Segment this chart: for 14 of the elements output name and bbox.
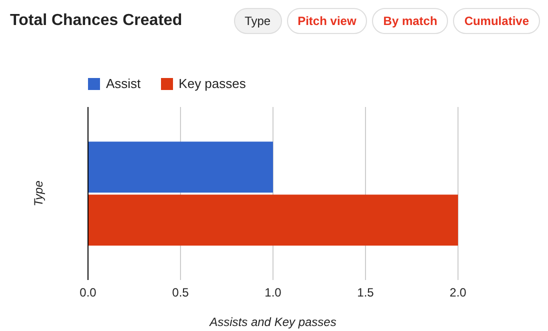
text: Type <box>234 8 282 34</box>
text: Cumulative <box>453 8 540 34</box>
x-tick-label: 1.5 <box>357 286 374 300</box>
x-tick-label: 0.0 <box>80 286 97 300</box>
x-tick-label: 1.0 <box>264 286 282 300</box>
x-tick-label: 2.0 <box>450 286 467 300</box>
y-axis-title: Type <box>31 180 46 206</box>
text: Pitch view <box>286 8 368 34</box>
legend-label: Key passes <box>178 76 246 91</box>
x-tick-label: 0.5 <box>172 286 190 300</box>
x-axis-title: Assists and Key passes <box>208 315 336 329</box>
legend-label: Assist <box>106 76 141 91</box>
text: By match <box>372 8 448 34</box>
chart-title: Total Chances Created <box>10 12 182 30</box>
